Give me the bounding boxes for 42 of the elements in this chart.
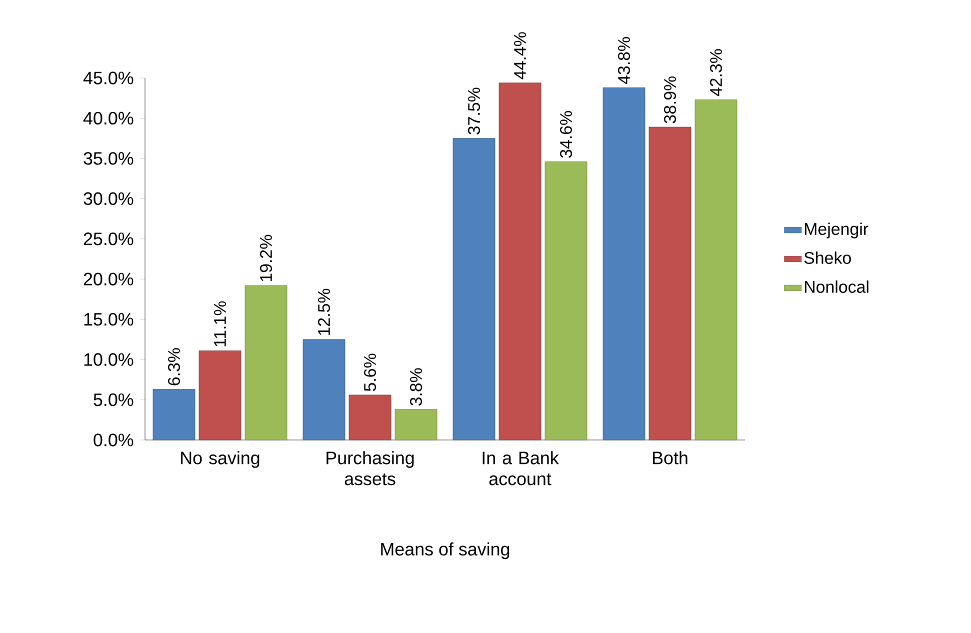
bar [394, 409, 438, 440]
bar [152, 389, 196, 440]
bar [244, 285, 288, 440]
y-tick-label: 5.0% [94, 393, 134, 406]
y-tick-label: 15.0% [84, 312, 134, 326]
y-tick-label: 20.0% [84, 272, 134, 286]
y-tick-label: 35.0% [84, 152, 134, 165]
x-tick-label: Purchasing assets [326, 451, 414, 486]
bar [694, 100, 738, 440]
x-tick-label: Both [653, 451, 688, 464]
data-label: 12.5% [318, 288, 330, 335]
data-label: 5.6% [364, 354, 376, 392]
data-label: 37.5% [468, 88, 480, 134]
y-tick-label: 45.0% [83, 72, 134, 84]
bar [348, 394, 392, 440]
data-label: 42.3% [710, 49, 722, 96]
bar [544, 161, 588, 440]
data-label: 38.9% [664, 76, 676, 124]
data-label: 3.8% [410, 368, 422, 406]
y-tick-label: 25.0% [84, 232, 134, 246]
legend-label: Sheko [804, 252, 851, 264]
y-tick-label: 30.0% [84, 192, 134, 205]
bar [198, 350, 242, 440]
x-axis-title: Means of saving [381, 542, 510, 560]
y-tick-label: 10.0% [84, 353, 134, 366]
data-label: 43.8% [618, 37, 630, 84]
x-tick-label: In a Bank account [482, 451, 559, 486]
bar [498, 82, 542, 440]
data-label: 11.1% [214, 301, 226, 346]
data-label: 34.6% [560, 111, 572, 158]
bar [452, 138, 496, 440]
data-label: 6.3% [168, 348, 180, 386]
bar [302, 339, 346, 440]
data-label: 19.2% [260, 234, 272, 282]
data-label: 44.4% [514, 32, 526, 80]
legend-label: Mejengir [804, 222, 868, 238]
legend-label: Nonlocal [804, 280, 868, 293]
bar [648, 126, 692, 440]
x-tick-label: No saving [181, 451, 260, 468]
bar [602, 87, 646, 440]
y-tick-label: 40.0% [83, 112, 134, 125]
y-tick-label: 0.0% [94, 434, 134, 446]
